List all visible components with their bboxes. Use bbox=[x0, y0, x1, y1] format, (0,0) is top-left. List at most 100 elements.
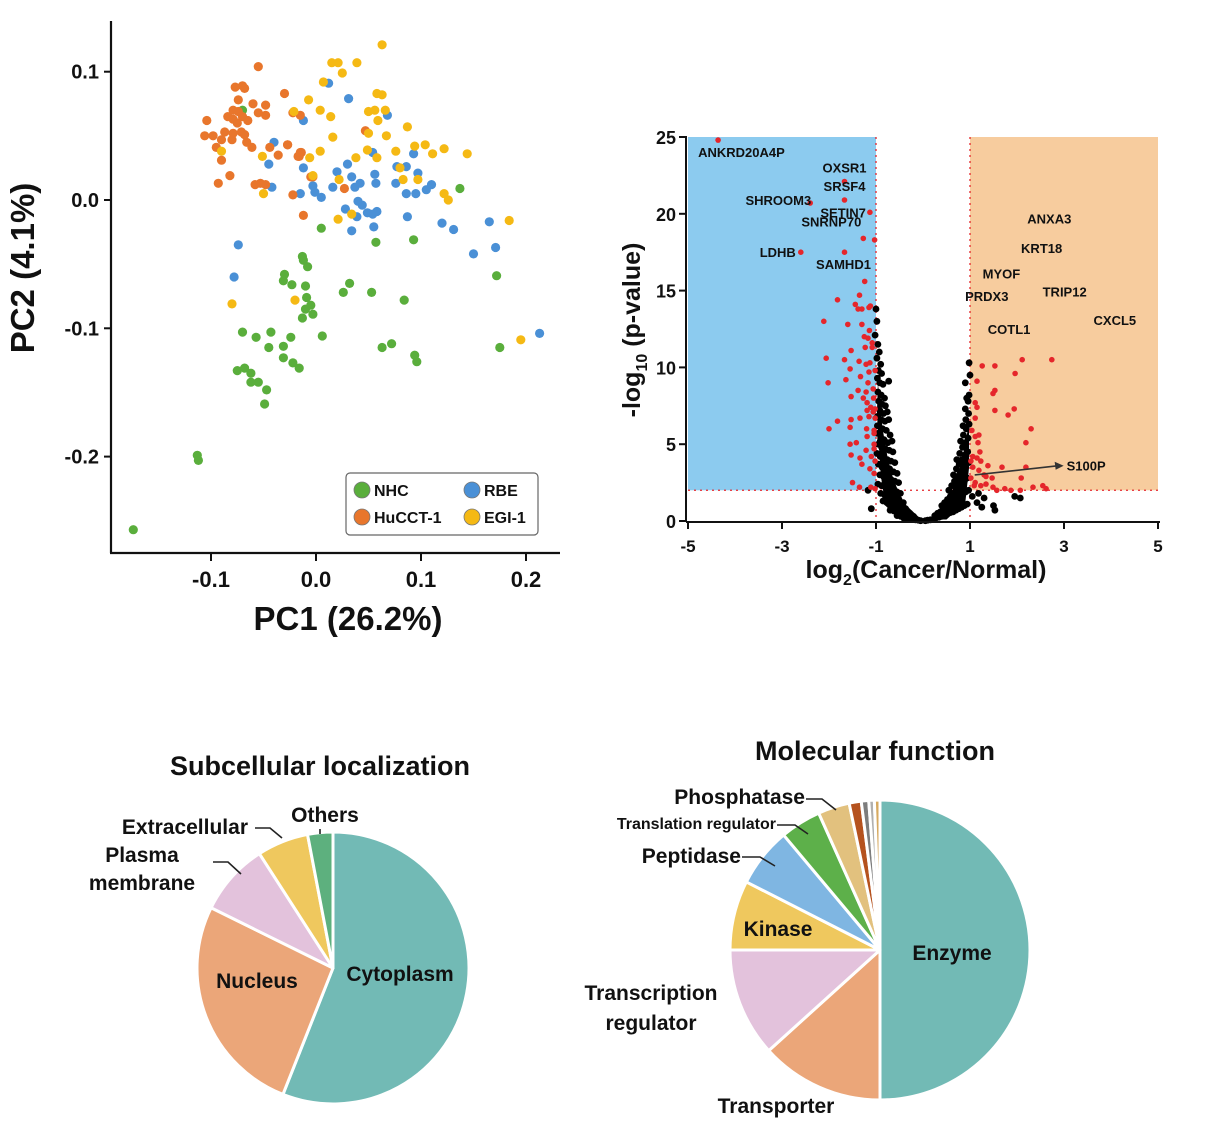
volcano-point-nonsignificant bbox=[960, 431, 967, 439]
volcano-gene-label: PRDX3 bbox=[965, 289, 1008, 304]
volcano-point-significant bbox=[849, 479, 856, 486]
volcano-point-nonsignificant bbox=[961, 405, 969, 413]
volcano-point-significant bbox=[1018, 475, 1024, 481]
volcano-x-tick-label: 1 bbox=[965, 537, 974, 556]
pca-point-egi-1 bbox=[363, 128, 374, 138]
volcano-region-up-regulated bbox=[970, 137, 1158, 491]
volcano-point-significant bbox=[866, 413, 872, 420]
pca-point-egi-1 bbox=[420, 140, 430, 150]
pca-point-hucct-1 bbox=[288, 190, 298, 200]
pca-point-hucct-1 bbox=[248, 99, 258, 109]
volcano-point-significant bbox=[866, 327, 873, 334]
pca-point-hucct-1 bbox=[216, 155, 227, 165]
volcano-gene-label: ANXA3 bbox=[1027, 211, 1071, 226]
pca-legend-label: EGI-1 bbox=[484, 510, 526, 527]
pie-leader-line bbox=[806, 798, 837, 811]
pca-point-egi-1 bbox=[352, 58, 362, 68]
pca-point-nhc bbox=[317, 331, 327, 341]
pca-x-axis-label: PC1 (26.2%) bbox=[254, 600, 443, 637]
volcano-point-significant bbox=[1012, 370, 1018, 377]
volcano-point-significant bbox=[871, 441, 877, 448]
pca-point-nhc bbox=[297, 313, 307, 323]
volcano-gene-label: MYOF bbox=[983, 267, 1021, 282]
pie-label: membrane bbox=[89, 872, 195, 895]
pie-label: Peptidase bbox=[642, 845, 741, 868]
pca-legend-label: NHC bbox=[374, 483, 409, 500]
volcano-point-nonsignificant bbox=[886, 431, 894, 439]
pie-leader-line bbox=[777, 824, 809, 835]
volcano-point-significant bbox=[869, 340, 875, 346]
volcano-x-axis-label: log2(Cancer/Normal) bbox=[806, 556, 1047, 589]
molecular-pie-slices bbox=[728, 798, 1032, 1102]
volcano-point-significant bbox=[979, 363, 985, 369]
volcano-point-significant bbox=[825, 380, 831, 386]
volcano-gene-label: SNRNP70 bbox=[801, 214, 861, 229]
subcellular-pie-labels: Cytoplasm Nucleus Plasma membrane Extracellu… bbox=[89, 804, 454, 993]
pie-label: Transcription bbox=[584, 982, 717, 1005]
pie-slice-transporter bbox=[767, 948, 882, 1102]
pie-label: Kinase bbox=[744, 918, 813, 941]
volcano-point-significant bbox=[823, 355, 829, 362]
volcano-point-nonsignificant bbox=[965, 391, 973, 399]
volcano-point-significant bbox=[992, 407, 998, 414]
pca-point-egi-1 bbox=[462, 149, 472, 159]
pca-point-rbe bbox=[357, 200, 367, 210]
volcano-point-nonsignificant bbox=[874, 341, 882, 348]
pca-point-hucct-1 bbox=[227, 135, 237, 145]
pca-legend-swatch-hucct-1 bbox=[353, 508, 371, 526]
volcano-point-significant bbox=[976, 467, 982, 474]
volcano-point-nonsignificant bbox=[885, 377, 893, 385]
volcano-point-significant bbox=[864, 407, 870, 414]
pca-x-tick-label: 0.1 bbox=[406, 567, 437, 592]
volcano-point-significant bbox=[1049, 356, 1055, 363]
pca-x-tick-label: 0.2 bbox=[511, 567, 542, 592]
volcano-point-nonsignificant bbox=[872, 305, 880, 313]
pca-point-hucct-1 bbox=[240, 130, 250, 140]
volcano-point-significant bbox=[871, 446, 877, 452]
pca-point-rbe bbox=[372, 206, 382, 217]
pie-slice-minor-10 bbox=[872, 798, 882, 952]
pie-label: Enzyme bbox=[912, 942, 991, 965]
pca-point-hucct-1 bbox=[220, 127, 230, 137]
pca-point-nhc bbox=[371, 237, 381, 247]
pca-y-tick-label: 0.1 bbox=[71, 62, 99, 84]
volcano-point-nonsignificant bbox=[980, 494, 988, 502]
pca-legend: NHC RBE HuCCT-1 EGI-1 bbox=[345, 472, 539, 536]
pca-point-rbe bbox=[491, 242, 501, 253]
volcano-gene-label: LDHB bbox=[760, 245, 796, 260]
pca-point-hucct-1 bbox=[261, 110, 271, 120]
volcano-nonsignificant-cloud bbox=[876, 382, 970, 521]
pca-point-rbe bbox=[310, 187, 320, 197]
volcano-point-significant bbox=[1028, 426, 1034, 432]
volcano-point-significant bbox=[857, 455, 863, 461]
pca-point-rbe bbox=[316, 192, 326, 202]
volcano-point-significant bbox=[856, 358, 862, 365]
volcano-point-significant bbox=[867, 209, 873, 216]
pca-point-nhc bbox=[240, 363, 250, 373]
volcano-point-significant bbox=[974, 378, 980, 385]
volcano-point-nonsignificant bbox=[991, 506, 999, 514]
pie-slice-enzyme bbox=[878, 798, 1032, 1102]
pca-point-hucct-1 bbox=[296, 147, 306, 158]
volcano-point-nonsignificant bbox=[1016, 494, 1024, 502]
pca-y-tick-label: -0.2 bbox=[65, 447, 99, 469]
volcano-y-label-pre: -log bbox=[618, 372, 646, 418]
volcano-gene-label: OXSR1 bbox=[822, 161, 866, 176]
pca-point-rbe bbox=[449, 224, 459, 235]
volcano-y-tick-label: 10 bbox=[656, 358, 676, 378]
pca-point-egi-1 bbox=[377, 90, 387, 100]
volcano-point-significant bbox=[994, 487, 1000, 494]
volcano-point-significant bbox=[869, 344, 875, 351]
volcano-point-nonsignificant bbox=[973, 499, 981, 506]
pca-legend-swatch-nhc bbox=[353, 481, 371, 499]
pca-point-egi-1 bbox=[328, 132, 338, 142]
volcano-y-tick-label: 15 bbox=[656, 282, 676, 302]
pca-legend-label: HuCCT-1 bbox=[374, 510, 442, 527]
pca-point-rbe bbox=[421, 185, 431, 195]
pca-point-hucct-1 bbox=[232, 118, 242, 128]
pca-point-nhc bbox=[412, 357, 422, 367]
pie-slice-cytoplasm bbox=[281, 830, 471, 1106]
volcano-point-significant bbox=[866, 369, 872, 375]
volcano-point-significant bbox=[856, 484, 863, 491]
volcano-point-significant bbox=[863, 447, 869, 454]
